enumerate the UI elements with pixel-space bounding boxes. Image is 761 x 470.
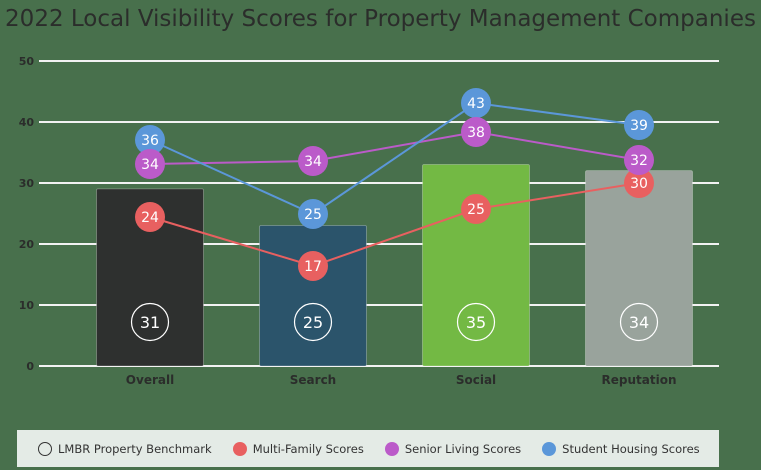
legend-label: LMBR Property Benchmark xyxy=(58,441,212,456)
legend-item-benchmark[interactable]: LMBR Property Benchmark xyxy=(38,441,212,456)
benchmark-circle xyxy=(293,302,333,342)
x-tick-label: Overall xyxy=(126,373,174,387)
chart-title: 2022 Local Visibility Scores for Propert… xyxy=(5,6,756,32)
legend-label: Senior Living Scores xyxy=(404,441,522,456)
data-point-label: 24 xyxy=(141,210,159,226)
data-point-label: 38 xyxy=(467,125,485,141)
y-tick-label: 20 xyxy=(19,238,35,251)
data-point[interactable] xyxy=(461,88,491,118)
data-point-label: 34 xyxy=(141,157,159,173)
bar-search[interactable] xyxy=(259,225,367,367)
data-point-label: 43 xyxy=(467,96,485,112)
benchmark-circle xyxy=(619,302,659,342)
x-tick-label: Search xyxy=(290,373,336,387)
data-point-label: 36 xyxy=(141,133,159,149)
benchmark-circle xyxy=(130,302,170,342)
blue-dot-icon xyxy=(542,441,557,456)
legend: LMBR Property Benchmark Multi-Family Sco… xyxy=(17,430,719,467)
legend-label: Multi-Family Scores xyxy=(252,441,364,456)
data-point-label: 17 xyxy=(304,259,322,275)
data-point[interactable] xyxy=(135,125,165,155)
data-point[interactable] xyxy=(624,168,654,198)
data-point[interactable] xyxy=(298,146,328,176)
data-point[interactable] xyxy=(461,117,491,147)
bars: 31 25 35 34 xyxy=(96,164,693,367)
line-student-housing-scores xyxy=(149,101,640,216)
outline-circle-icon xyxy=(38,441,52,456)
benchmark-value: 31 xyxy=(140,313,160,332)
bar-overall[interactable] xyxy=(96,188,204,367)
x-tick-label: Social xyxy=(456,373,496,387)
data-point[interactable] xyxy=(135,149,165,179)
x-tick-label: Reputation xyxy=(602,373,677,387)
data-point[interactable] xyxy=(624,145,654,175)
data-point-label: 32 xyxy=(630,153,648,169)
data-point-label: 30 xyxy=(630,176,648,192)
data-point-label: 25 xyxy=(467,202,485,218)
y-tick-label: 40 xyxy=(19,116,35,129)
data-point[interactable] xyxy=(624,110,654,140)
legend-item-senior-living[interactable]: Senior Living Scores xyxy=(384,441,522,456)
red-dot-icon xyxy=(232,441,247,456)
benchmark-value: 34 xyxy=(629,313,649,332)
series-lines xyxy=(149,101,640,268)
y-tick-label: 50 xyxy=(19,55,35,68)
data-point-label: 39 xyxy=(630,118,648,134)
x-axis-ticks: Overall Search Social Reputation xyxy=(126,373,677,387)
data-point[interactable] xyxy=(298,251,328,281)
data-point[interactable] xyxy=(298,199,328,229)
series-points: 24 17 25 30 36 25 43 39 34 34 38 32 xyxy=(135,88,654,281)
y-axis-ticks: 0 10 20 30 40 50 xyxy=(19,55,35,373)
legend-item-multi-family[interactable]: Multi-Family Scores xyxy=(232,441,364,456)
data-point-label: 25 xyxy=(304,207,322,223)
bar-reputation[interactable] xyxy=(585,170,693,367)
purple-dot-icon xyxy=(384,441,399,456)
benchmark-circle xyxy=(456,302,496,342)
data-point[interactable] xyxy=(461,194,491,224)
line-senior-living-scores xyxy=(149,130,640,165)
data-point[interactable] xyxy=(135,202,165,232)
data-point-label: 34 xyxy=(304,154,322,170)
y-tick-label: 0 xyxy=(26,360,34,373)
y-tick-label: 10 xyxy=(19,299,35,312)
line-multi-family-scores xyxy=(149,182,640,268)
benchmark-value: 25 xyxy=(303,313,323,332)
legend-item-student-housing[interactable]: Student Housing Scores xyxy=(542,441,700,456)
benchmark-value: 35 xyxy=(466,313,486,332)
y-tick-label: 30 xyxy=(19,177,35,190)
bar-social[interactable] xyxy=(422,164,530,367)
legend-label: Student Housing Scores xyxy=(562,441,700,456)
